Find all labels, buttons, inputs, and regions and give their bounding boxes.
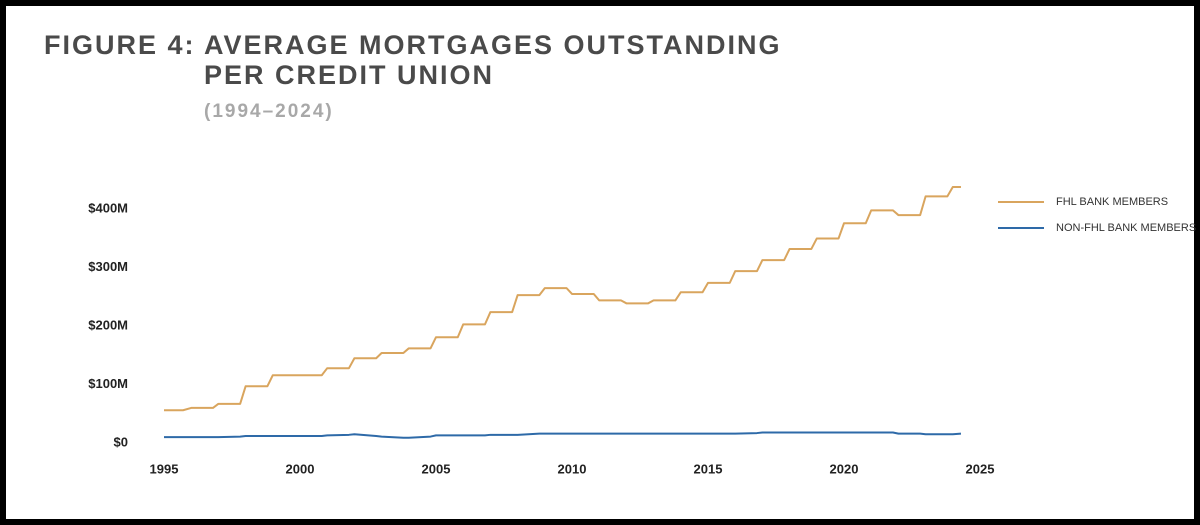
x-tick-label: 2025 (966, 461, 995, 476)
series-line (164, 431, 962, 439)
series-line (164, 186, 961, 412)
x-tick-label: 2015 (694, 461, 723, 476)
y-tick-label: $400M (88, 201, 128, 216)
x-tick-label: 1995 (150, 461, 179, 476)
x-tick-label: 2010 (558, 461, 587, 476)
x-tick-label: 2020 (830, 461, 859, 476)
y-tick-label: $100M (88, 376, 128, 391)
y-tick-label: $0 (114, 434, 128, 449)
y-tick-label: $300M (88, 259, 128, 274)
x-tick-label: 2000 (286, 461, 315, 476)
y-tick-label: $200M (88, 318, 128, 333)
x-tick-label: 2005 (422, 461, 451, 476)
legend-label: FHL BANK MEMBERS (1056, 196, 1168, 208)
chart-subtitle: (1994–2024) (204, 101, 334, 122)
chart-title: PER CREDIT UNION (204, 60, 494, 90)
chart-title: FIGURE 4: AVERAGE MORTGAGES OUTSTANDING (44, 30, 782, 60)
legend-label: NON-FHL BANK MEMBERS (1056, 222, 1196, 234)
